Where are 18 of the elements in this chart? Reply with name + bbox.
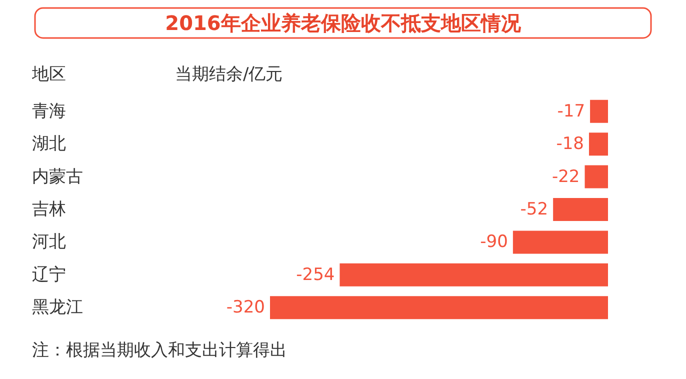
data-label: -90 xyxy=(480,232,508,252)
y-tick-label: 内蒙古 xyxy=(32,166,83,187)
y-tick-label: 辽宁 xyxy=(32,264,66,285)
y-tick-label: 吉林 xyxy=(32,200,66,220)
data-label: -320 xyxy=(226,298,265,318)
data-label: -22 xyxy=(552,166,580,187)
data-label: -52 xyxy=(520,200,548,220)
y-tick-label: 青海 xyxy=(32,101,66,122)
y-tick-label: 湖北 xyxy=(32,134,66,154)
chart-title: 2016年企业养老保险收不抵支地区情况 xyxy=(165,11,522,35)
data-label: -17 xyxy=(557,101,586,122)
y-tick-label: 河北 xyxy=(32,232,66,252)
data-label: -18 xyxy=(556,134,584,154)
y-axis-title: 地区 xyxy=(31,64,66,84)
y-tick-label: 黑龙江 xyxy=(32,298,83,318)
text: 注：根据当期收入和支出计算得出 xyxy=(32,340,287,360)
data-label: -254 xyxy=(296,264,335,285)
x-axis-title: 当期结余/亿元 xyxy=(175,64,283,84)
